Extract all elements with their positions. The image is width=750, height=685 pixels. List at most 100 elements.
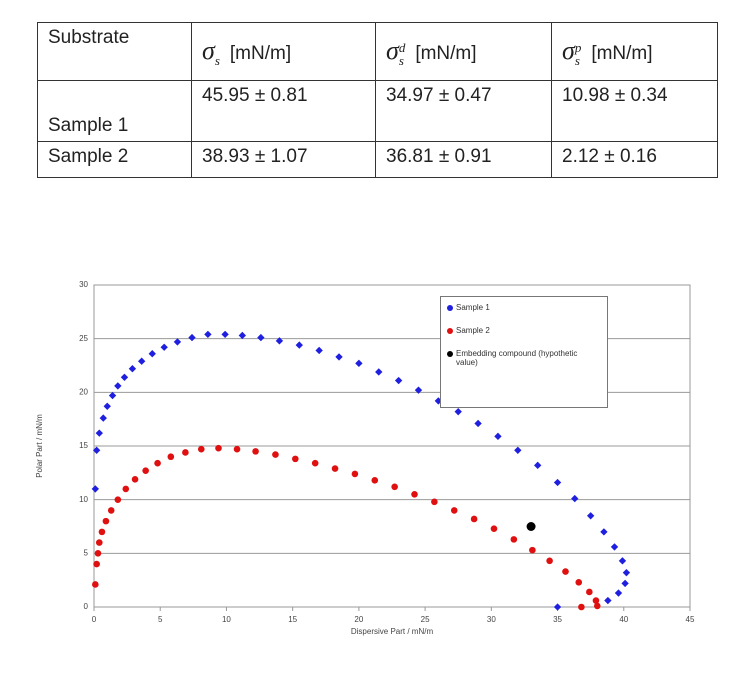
point [470, 515, 478, 523]
point [414, 386, 423, 394]
legend-label: Sample 2 [456, 326, 490, 335]
point [610, 543, 619, 551]
point [91, 485, 100, 493]
point [494, 432, 502, 441]
point [173, 338, 182, 346]
point [114, 382, 122, 390]
x-axis-label: Dispersive Part / mN/m [351, 627, 434, 636]
point [431, 498, 438, 506]
y-tick-label: 10 [79, 495, 88, 504]
point [148, 350, 156, 358]
legend-item: Sample 2 [447, 326, 601, 335]
point [621, 579, 629, 588]
table-cell: 34.97 ± 0.47 [375, 80, 552, 142]
header-sub: s [398, 52, 404, 68]
point [546, 557, 553, 565]
header-symbol: σ [562, 36, 575, 65]
header-sub: s [574, 52, 580, 68]
point [586, 588, 593, 596]
header-sup: p [574, 39, 582, 55]
point [238, 331, 247, 340]
x-tick-label: 40 [619, 615, 628, 624]
point [490, 525, 498, 532]
point [331, 465, 339, 472]
point [221, 330, 229, 339]
point [614, 589, 623, 597]
point [562, 568, 569, 575]
point [99, 414, 107, 422]
point [204, 330, 212, 339]
header-sub: s [214, 52, 220, 68]
point [411, 491, 418, 498]
y-axis-label: Polar Part / mN/m [35, 414, 44, 478]
point [315, 346, 323, 355]
point [394, 376, 403, 385]
header-scripts: s [215, 41, 220, 67]
header-text: Substrate [48, 27, 130, 48]
header-unit: [mN/m] [415, 43, 477, 64]
legend: Sample 1 Sample 2 Embedding compound (hypo… [440, 296, 608, 408]
header-cell: Substrate [37, 22, 192, 81]
point [233, 445, 241, 453]
point [103, 402, 111, 410]
point [292, 455, 299, 463]
point [592, 597, 600, 604]
legend-label: Sample 1 [456, 303, 490, 312]
point [534, 461, 542, 469]
header-cell: σ p s [mN/m] [551, 22, 718, 81]
x-tick-label: 15 [288, 615, 297, 624]
legend-item: Embedding compound (hypothetic value) [447, 349, 601, 367]
point [95, 429, 103, 437]
point [92, 446, 101, 454]
point [355, 359, 363, 368]
point [93, 560, 100, 568]
table: Substrate σ s [mN/m] σ d s [mN/m] σ p s [mN/m] Sam… [37, 22, 718, 178]
point [272, 451, 279, 458]
header-sup: d [398, 39, 406, 55]
point [586, 512, 595, 520]
point [252, 448, 259, 455]
point [391, 483, 398, 491]
point [215, 444, 222, 452]
point [553, 478, 562, 487]
legend-swatch [447, 305, 453, 311]
point [618, 557, 627, 565]
point [275, 337, 284, 345]
point [371, 477, 379, 484]
point [514, 446, 522, 454]
x-tick-label: 10 [222, 615, 231, 624]
y-tick-label: 15 [79, 441, 88, 450]
point [578, 603, 585, 611]
header-unit: [mN/m] [591, 43, 653, 64]
point [138, 357, 146, 365]
point [335, 353, 343, 361]
point [257, 333, 265, 342]
point [529, 546, 536, 554]
point [167, 453, 175, 461]
x-tick-label: 35 [553, 615, 562, 624]
point [351, 470, 359, 478]
x-tick-label: 20 [354, 615, 363, 624]
y-tick-label: 5 [84, 548, 89, 557]
point [94, 550, 102, 557]
point [510, 536, 518, 543]
header-cell: σ d s [mN/m] [375, 22, 552, 81]
point [575, 579, 583, 586]
point [622, 568, 631, 577]
table-cell: 38.93 ± 1.07 [191, 141, 376, 178]
point [553, 603, 562, 611]
header-symbol: σ [202, 36, 215, 65]
point [128, 365, 137, 373]
y-tick-label: 30 [79, 280, 88, 289]
table-cell: Sample 2 [37, 141, 192, 178]
legend-swatch [447, 351, 453, 357]
header-unit: [mN/m] [229, 43, 292, 64]
point [131, 475, 139, 483]
point [98, 528, 106, 536]
x-tick-label: 5 [158, 615, 163, 624]
header-symbol: σ [386, 36, 399, 65]
legend-item: Sample 1 [447, 303, 601, 312]
